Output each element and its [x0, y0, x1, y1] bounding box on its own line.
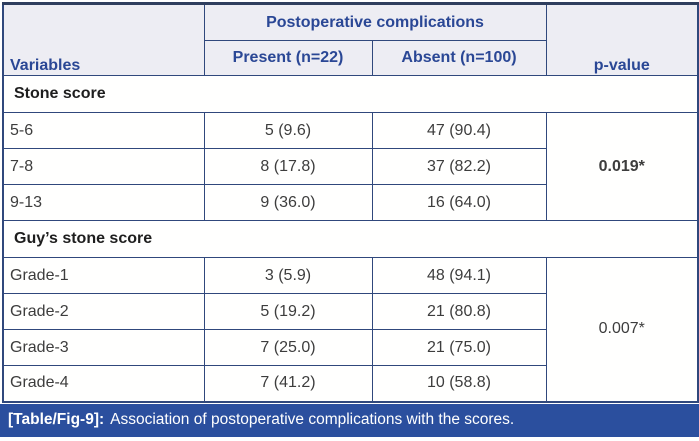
- cell-absent: 37 (82.2): [371, 148, 547, 185]
- cell-present: 7 (25.0): [203, 329, 373, 366]
- cell-absent: 48 (94.1): [371, 257, 547, 294]
- row-label: 7-8: [2, 148, 205, 185]
- table-row: 9-13 9 (36.0) 16 (64.0): [2, 184, 698, 221]
- figure-caption-text: Association of postoperative complicatio…: [110, 411, 515, 428]
- section-title-stone-score: Stone score: [2, 75, 699, 113]
- cell-absent: 21 (80.8): [371, 293, 547, 330]
- column-group-postoperative-complications: Postoperative complications: [203, 3, 547, 41]
- cell-p-value-guys-stone-score: 0.007*: [545, 257, 699, 402]
- table-row: Grade-4 7 (41.2) 10 (58.8): [2, 365, 698, 402]
- cell-p-value-stone-score: 0.019*: [545, 112, 699, 221]
- section-title-guys-stone-score: Guy’s stone score: [2, 220, 699, 258]
- column-header-variables: Variables: [2, 3, 205, 76]
- cell-present: 3 (5.9): [203, 257, 373, 294]
- cell-absent: 10 (58.8): [371, 365, 547, 402]
- section-row-guys-stone-score: Guy’s stone score: [2, 220, 699, 258]
- cell-present: 5 (9.6): [203, 112, 373, 149]
- table-row: Grade-1 3 (5.9) 48 (94.1) 0.007*: [2, 257, 699, 402]
- column-header-absent: Absent (n=100): [371, 40, 547, 76]
- table-row: 7-8 8 (17.8) 37 (82.2): [2, 148, 698, 185]
- column-header-present: Present (n=22): [203, 40, 373, 76]
- cell-absent: 47 (90.4): [371, 112, 547, 149]
- row-label: 5-6: [2, 112, 205, 149]
- header-row-group: Variables Postoperative complications p-…: [2, 3, 699, 76]
- row-label: Grade-1: [2, 257, 205, 294]
- table-row: Grade-2 5 (19.2) 21 (80.8): [2, 293, 698, 330]
- figure-caption-tag: [Table/Fig-9]:: [8, 411, 105, 428]
- section-row-stone-score: Stone score: [2, 75, 699, 113]
- row-label: Grade-3: [2, 329, 205, 366]
- column-header-p-value: p-value: [545, 3, 699, 76]
- figure-caption-bar: [Table/Fig-9]: Association of postoperat…: [0, 403, 699, 437]
- cell-present: 5 (19.2): [203, 293, 373, 330]
- association-table: Variables Postoperative complications p-…: [2, 2, 699, 403]
- table-header: Variables Postoperative complications p-…: [2, 3, 699, 76]
- row-label: Grade-4: [2, 365, 205, 402]
- cell-present: 9 (36.0): [203, 184, 373, 221]
- row-label: 9-13: [2, 184, 205, 221]
- header-row-subcolumns: Present (n=22) Absent (n=100): [3, 40, 698, 76]
- table-row: 5-6 5 (9.6) 47 (90.4) 0.019*: [2, 112, 699, 221]
- cell-present: 8 (17.8): [203, 148, 373, 185]
- cell-absent: 21 (75.0): [371, 329, 547, 366]
- table-row: Grade-3 7 (25.0) 21 (75.0): [2, 329, 698, 366]
- row-label: Grade-2: [2, 293, 205, 330]
- cell-present: 7 (41.2): [203, 365, 373, 402]
- cell-absent: 16 (64.0): [371, 184, 547, 221]
